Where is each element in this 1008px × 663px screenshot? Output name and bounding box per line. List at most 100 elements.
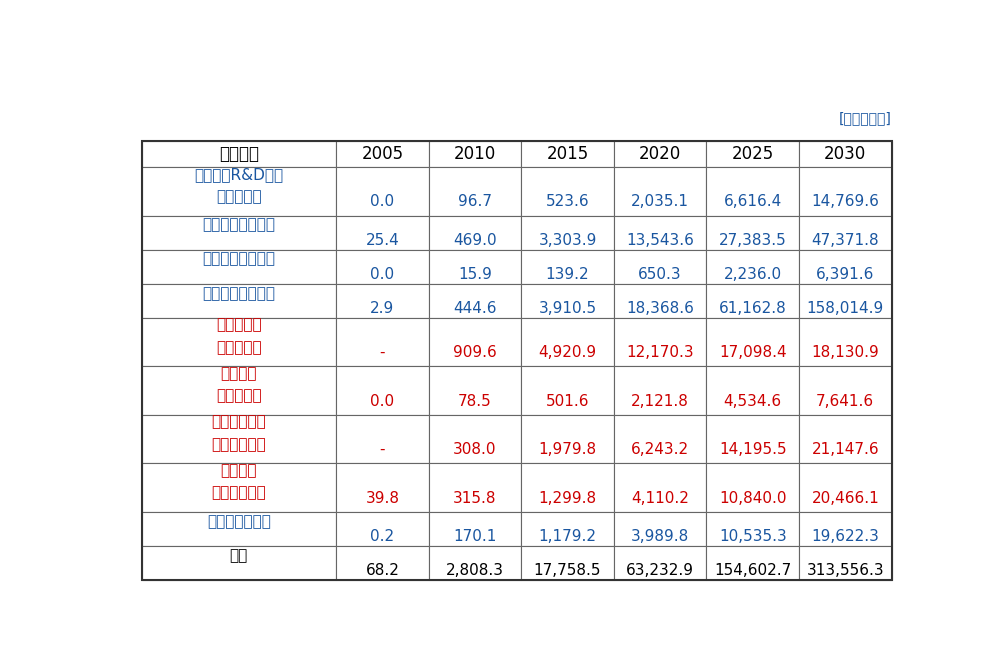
Bar [521,546,614,580]
Bar [141,366,336,415]
Text: 2015: 2015 [546,145,589,163]
Text: 315.8: 315.8 [454,491,497,506]
Text: 6,391.6: 6,391.6 [816,267,875,282]
Text: 15.9: 15.9 [458,267,492,282]
Text: 2,121.8: 2,121.8 [631,394,689,408]
Text: 20,466.1: 20,466.1 [811,491,879,506]
Bar [428,463,521,512]
Text: 1,179.2: 1,179.2 [538,529,597,544]
Text: 2025: 2025 [732,145,774,163]
Bar [428,415,521,463]
Bar [428,546,521,580]
Bar [141,415,336,463]
Bar [336,249,428,284]
Text: 2,236.0: 2,236.0 [724,267,782,282]
Bar [141,546,336,580]
Bar [707,215,799,249]
Text: 2005: 2005 [361,145,403,163]
Bar [141,167,336,215]
Text: 6,243.2: 6,243.2 [631,442,689,457]
Text: 63,232.9: 63,232.9 [626,563,695,578]
Bar [141,463,336,512]
Bar [521,415,614,463]
Bar [707,415,799,463]
Text: 444.6: 444.6 [454,301,497,316]
Bar [799,318,891,366]
Text: 158,014.9: 158,014.9 [806,301,884,316]
Bar [799,167,891,215]
Bar [614,141,707,167]
Bar [614,463,707,512]
Text: 첨단도시개발사업: 첨단도시개발사업 [203,286,275,301]
Text: 78.5: 78.5 [458,394,492,408]
Bar [799,546,891,580]
Text: 25.4: 25.4 [366,233,399,247]
Bar [799,366,891,415]
Bar [336,284,428,318]
Bar [799,415,891,463]
Bar [336,463,428,512]
Bar [428,215,521,249]
Text: [단위：억원]: [단위：억원] [839,111,891,125]
Bar [336,318,428,366]
Text: 항공선진화사업: 항공선진화사업 [207,514,271,529]
Bar [428,141,521,167]
Text: 39.8: 39.8 [365,491,399,506]
Text: 154,602.7: 154,602.7 [714,563,791,578]
Text: 사업분류: 사업분류 [219,145,259,163]
Text: 18,368.6: 18,368.6 [626,301,695,316]
Bar [521,366,614,415]
Text: 0.0: 0.0 [370,194,394,210]
Text: 17,098.4: 17,098.4 [719,345,786,360]
Bar [428,167,521,215]
Text: 교통체계: 교통체계 [221,366,257,381]
Text: 4,920.9: 4,920.9 [538,345,597,360]
Bar [707,512,799,546]
Text: 2.9: 2.9 [370,301,394,316]
Bar [521,215,614,249]
Text: 7,641.6: 7,641.6 [816,394,874,408]
Text: 1,979.8: 1,979.8 [538,442,597,457]
Bar [614,366,707,415]
Text: 27,383.5: 27,383.5 [719,233,786,247]
Text: 14,769.6: 14,769.6 [811,194,879,210]
Bar [614,215,707,249]
Bar [707,249,799,284]
Text: 2020: 2020 [639,145,681,163]
Text: 13,543.6: 13,543.6 [626,233,695,247]
Bar [521,284,614,318]
Text: 21,147.6: 21,147.6 [811,442,879,457]
Text: 308.0: 308.0 [454,442,497,457]
Text: 0.0: 0.0 [370,394,394,408]
Bar [141,215,336,249]
Text: 미래철도: 미래철도 [221,463,257,478]
Text: 기술개발사업: 기술개발사업 [212,437,266,452]
Text: -: - [380,345,385,360]
Text: 18,130.9: 18,130.9 [811,345,879,360]
Bar [707,141,799,167]
Text: 10,840.0: 10,840.0 [719,491,786,506]
Text: 17,758.5: 17,758.5 [534,563,602,578]
Text: 14,195.5: 14,195.5 [719,442,786,457]
Bar [521,249,614,284]
Bar [707,167,799,215]
Text: 6,616.4: 6,616.4 [724,194,782,210]
Bar [614,167,707,215]
Bar [707,366,799,415]
Text: 플랜트기술: 플랜트기술 [216,318,262,332]
Bar [141,141,336,167]
Text: 19,622.3: 19,622.3 [811,529,879,544]
Bar [336,167,428,215]
Text: 909.6: 909.6 [453,345,497,360]
Text: 효율화사업: 효율화사업 [216,389,262,403]
Text: 4,534.6: 4,534.6 [724,394,782,408]
Text: 68.2: 68.2 [366,563,399,578]
Bar [428,284,521,318]
Text: 313,556.3: 313,556.3 [806,563,884,578]
Text: -: - [380,442,385,457]
Bar [336,141,428,167]
Text: 501.6: 501.6 [545,394,590,408]
Text: 인프라사업: 인프라사업 [216,189,262,204]
Text: 합계: 합계 [230,548,248,563]
Bar [799,463,891,512]
